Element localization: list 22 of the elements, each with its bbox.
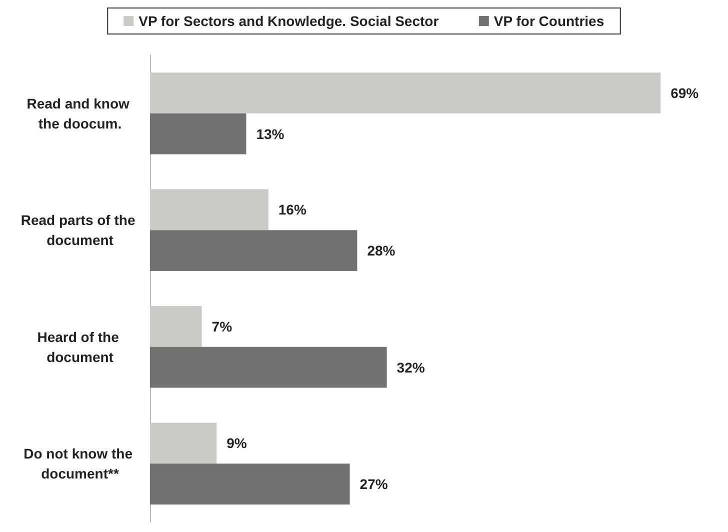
data-label: 32% xyxy=(396,359,426,376)
y-tick-label: Read and know the doocum. xyxy=(26,95,134,132)
bar xyxy=(150,306,202,347)
data-label: 16% xyxy=(278,202,307,218)
bar xyxy=(150,422,217,464)
data-label: 13% xyxy=(256,126,285,142)
data-label: 7% xyxy=(212,318,233,334)
y-tick-label: Heard of the document xyxy=(37,328,123,365)
bar xyxy=(150,230,358,271)
legend-label: VP for Sectors and Knowledge. Social Sector xyxy=(138,13,440,29)
legend-label: VP for Countries xyxy=(494,13,604,29)
y-tick-label: Read parts of the document xyxy=(20,212,140,248)
bar xyxy=(150,113,246,154)
y-tick-label: Do not know the document** xyxy=(24,446,136,482)
bar xyxy=(150,464,350,504)
data-label: 27% xyxy=(360,476,388,492)
bar xyxy=(150,346,387,388)
data-label: 28% xyxy=(367,242,396,259)
data-label: 9% xyxy=(226,435,248,452)
bar xyxy=(150,72,661,114)
bar xyxy=(150,189,268,230)
data-label: 69% xyxy=(670,84,700,101)
